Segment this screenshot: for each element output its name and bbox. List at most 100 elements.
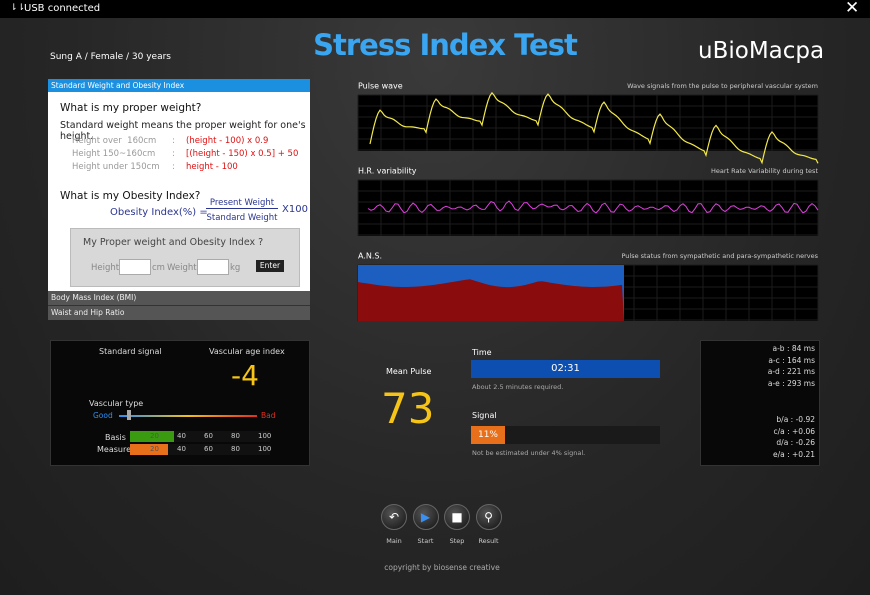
label: Vascular type [89,399,144,408]
scale-label: 100 [258,432,272,440]
hrv-wave [367,200,819,214]
calculator: My Proper weight and Obesity Index ? Hei… [70,228,300,287]
formula-cell: Height over 160cm [72,136,157,146]
signal-label: Signal [472,411,497,420]
chart-subtitle: Wave signals from the pulse to periphera… [627,82,818,90]
multiplier: X100 [282,204,308,215]
formula-row: Height 150~160cm: [(height - 150) x 0.5] … [72,149,312,162]
formula-label: Obesity Index(%) = [110,207,208,218]
user-info: Sung A / Female / 30 years [50,52,171,62]
denominator: Standard Weight [206,213,278,223]
kg-label: kg [230,263,241,273]
height-label: Height [91,263,120,273]
label: Measure [97,445,131,454]
weight-label: Weight [167,263,197,273]
control-button[interactable]: ▶ [412,504,439,530]
question: What is my Obesity Index? [60,190,201,202]
wave-param: a-e : 293 ms [767,378,815,388]
control-button[interactable]: ⚲ [475,504,502,530]
active-tab[interactable]: Standard Weight and Obesity Index [48,79,310,92]
wave-param: a-c : 164 ms [768,355,815,365]
enter-button[interactable]: Enter [256,260,284,272]
time-bar: 02:31 [471,360,660,378]
chart-title: Pulse wave [358,82,403,91]
scale-label: 20 [150,432,159,440]
scale-label: 40 [177,445,186,453]
button-label: Result [478,537,499,545]
control-button[interactable]: ■ [444,504,470,530]
formula-row: Height over 160cm: (height - 100) x 0.9 [72,136,312,149]
brand: uBioMacpa [698,38,825,64]
time-label: Time [472,348,492,357]
button-label: Start [417,537,434,545]
formula-cell: Height 150~160cm [72,149,156,159]
wave-param: e/a : +0.21 [772,449,815,459]
vascular-panel: Standard signal Vascular age index -4 Va… [50,340,310,466]
label: Vascular age index [209,347,285,356]
time-note: About 2.5 minutes required. [472,383,564,391]
button-label: Step [449,537,465,545]
scale-bars: 20 40 60 80 100 20 40 60 80 100 [130,431,272,457]
formula-cell: (height - 100) x 0.9 [186,136,269,146]
mean-pulse-label: Mean Pulse [386,367,432,376]
scale-row: 20 40 60 80 100 [130,431,272,442]
scale-label: 40 [177,432,186,440]
weight-input[interactable] [197,259,229,275]
weight-content: What is my proper weight? Standard weigh… [48,92,310,291]
signal-track [471,426,660,444]
scale-label: 80 [231,445,240,453]
scale-row: 20 40 60 80 100 [130,444,272,455]
wave-param: c/a : +0.06 [773,426,815,436]
height-input[interactable] [119,259,151,275]
pulse-wave [369,91,819,165]
formula-row: Height under 150cm: height - 100 [72,162,312,175]
question: What is my proper weight? [60,102,202,114]
label: Standard signal [99,347,162,356]
scale-label: 100 [258,445,272,453]
ratios: b/a : -0.92 c/a : +0.06 d/a : -0.26 e/a : +… [773,414,815,460]
usb-status: USB connected [24,3,101,14]
scale-label: 60 [204,432,213,440]
signal-note: Not be estimated under 4% signal. [472,449,586,457]
formula-cell: : [172,136,175,146]
wave-param: a-d : 221 ms [767,367,815,376]
scale-fill [130,431,174,442]
bad-label: Bad [261,411,276,420]
usb-icon: ⇂⇂ [10,3,26,13]
control-button[interactable]: ↶ [381,504,407,530]
button-label: Main [386,537,402,545]
mean-pulse-value: 73 [381,384,435,433]
formula-cell: Height under 150cm [72,162,160,172]
scale-fill [130,444,168,455]
wave-panel: a-b : 84 ms a-c : 164 ms a-d : 221 ms a-e :… [700,340,820,466]
chart-subtitle: Pulse status from sympathetic and para-s… [621,252,818,260]
formula-cell: height - 100 [186,162,238,172]
type-scale [119,415,257,417]
wave-param: b/a : -0.92 [776,415,815,424]
cm-label: cm [152,263,165,273]
formula-cell: : [172,162,175,172]
numerator: Present Weight [206,198,278,209]
calculator-title: My Proper weight and Obesity Index ? [83,237,264,248]
wave-param: d/a : -0.26 [776,438,815,447]
good-label: Good [93,411,113,420]
chart-subtitle: Heart Rate Variability during test [711,167,818,175]
scale-label: 20 [150,445,159,453]
app-title: Stress Index Test [313,28,578,62]
scale-label: 80 [231,432,240,440]
wave-param: a-b : 84 ms [772,344,816,353]
tab[interactable]: Waist and Hip Ratio [48,306,310,320]
type-slider [127,410,131,420]
description: Standard weight means the proper weight … [60,120,306,142]
tab[interactable]: Body Mass Index (BMI) [48,291,310,306]
chart-title: A.N.S. [358,252,382,261]
ans-red [358,279,624,321]
formula-cell: : [172,149,175,159]
close-button[interactable]: ✕ [845,0,860,18]
age-index: -4 [231,359,259,392]
label: Basis [105,433,126,442]
title-bar: USB connected ⇂⇂ ✕ [0,0,870,18]
intervals: a-b : 84 ms a-c : 164 ms a-d : 221 ms a-e :… [768,343,815,389]
